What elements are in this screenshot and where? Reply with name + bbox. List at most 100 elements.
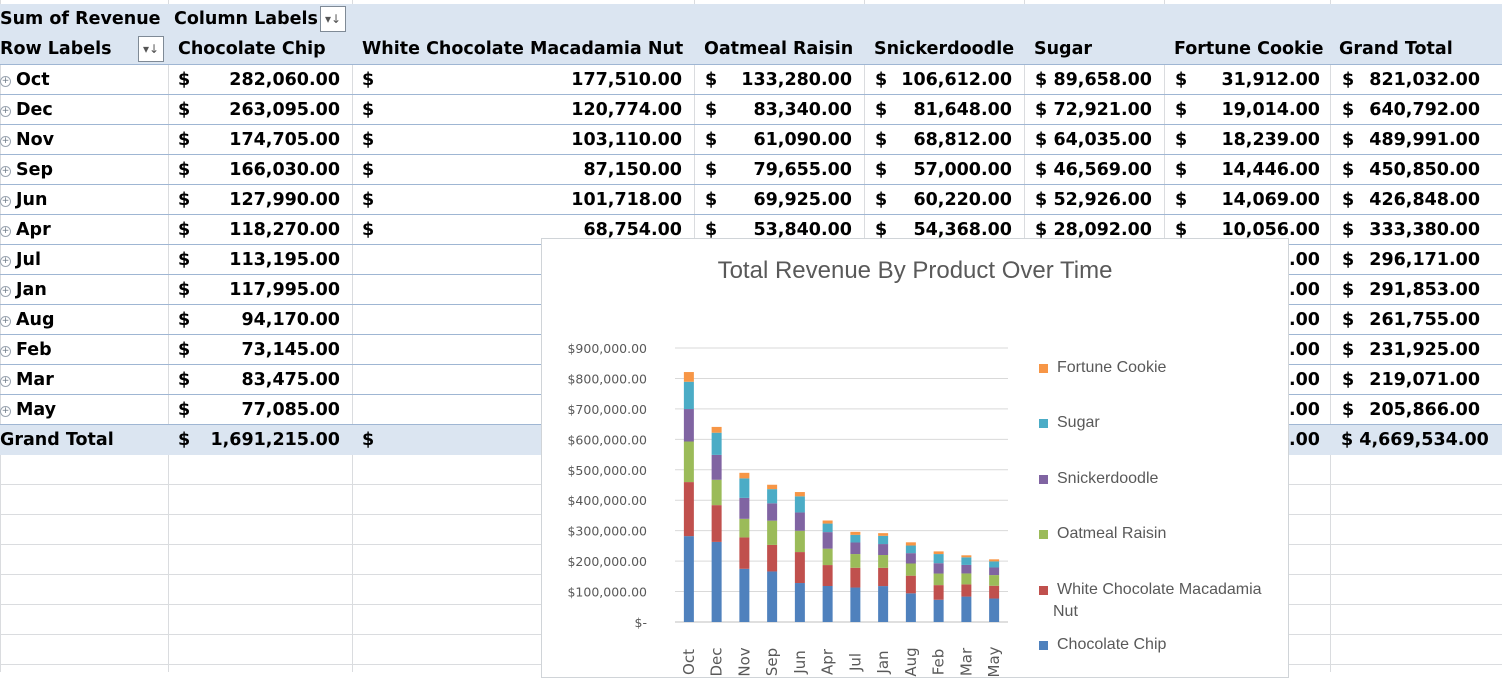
bar-segment[interactable]	[711, 426, 722, 433]
value-grand-total[interactable]: 426,848.00	[1369, 190, 1480, 210]
value-white-chocolate[interactable]: 87,150.00	[583, 160, 682, 180]
bar-segment[interactable]	[739, 478, 750, 498]
bar-segment[interactable]	[683, 536, 694, 622]
row-label[interactable]: + Aug	[0, 305, 55, 335]
bar-segment[interactable]	[961, 584, 972, 597]
bar-segment[interactable]	[822, 585, 833, 622]
col-header-chocolate-chip[interactable]: Chocolate Chip	[178, 39, 326, 59]
col-header-snickerdoodle[interactable]: Snickerdoodle	[874, 39, 1015, 59]
bar-segment[interactable]	[961, 555, 972, 558]
bar-segment[interactable]	[878, 586, 889, 622]
value-white-chocolate[interactable]: 103,110.00	[571, 130, 682, 150]
bar-segment[interactable]	[850, 567, 861, 588]
pivot-row[interactable]: + Jul $113,195.00 .00 $296,171.00	[0, 245, 1502, 275]
pivot-row[interactable]: + Nov $174,705.00 $103,110.00 $61,090.00 $68,…	[0, 125, 1502, 155]
value-oatmeal-raisin[interactable]: 53,840.00	[753, 220, 852, 240]
bar-segment[interactable]	[822, 520, 833, 524]
col-header-oatmeal-raisin[interactable]: Oatmeal Raisin	[704, 39, 854, 59]
grand-total-chocolate-chip[interactable]: 1,691,215.00	[210, 430, 340, 450]
value-chocolate-chip[interactable]: 127,990.00	[229, 190, 340, 210]
bar-segment[interactable]	[711, 505, 722, 542]
value-fortune-cookie[interactable]: 31,912.00	[1221, 70, 1320, 90]
value-fortune-cookie[interactable]: .00	[1288, 340, 1320, 360]
value-grand-total[interactable]: 219,071.00	[1369, 370, 1480, 390]
bar-segment[interactable]	[933, 599, 944, 622]
expand-icon[interactable]: +	[0, 286, 11, 297]
value-sugar[interactable]: 28,092.00	[1053, 220, 1152, 240]
expand-icon[interactable]: +	[0, 346, 11, 357]
bar-segment[interactable]	[961, 557, 972, 565]
col-header-grand-total[interactable]: Grand Total	[1339, 39, 1453, 59]
value-chocolate-chip[interactable]: 118,270.00	[229, 220, 340, 240]
row-label[interactable]: + Jan	[0, 275, 47, 305]
bar-segment[interactable]	[822, 548, 833, 566]
bar-segment[interactable]	[933, 563, 944, 574]
value-chocolate-chip[interactable]: 117,995.00	[229, 280, 340, 300]
bar-segment[interactable]	[739, 518, 750, 538]
pivot-row[interactable]: + Aug $94,170.00 .00 $261,755.00	[0, 305, 1502, 335]
bar-segment[interactable]	[794, 530, 805, 553]
bar-segment[interactable]	[850, 554, 861, 568]
pivot-row[interactable]: + Oct $282,060.00 $177,510.00 $133,280.00 $10…	[0, 65, 1502, 95]
value-fortune-cookie[interactable]: .00	[1288, 280, 1320, 300]
column-labels-header[interactable]: Column Labels	[174, 9, 318, 29]
value-white-chocolate[interactable]: 177,510.00	[571, 70, 682, 90]
value-grand-total[interactable]: 640,792.00	[1369, 100, 1480, 120]
value-chocolate-chip[interactable]: 73,145.00	[241, 340, 340, 360]
bar-segment[interactable]	[794, 512, 805, 531]
bar-segment[interactable]	[878, 567, 889, 587]
value-chocolate-chip[interactable]: 166,030.00	[229, 160, 340, 180]
value-field-label[interactable]: Sum of Revenue	[0, 9, 161, 29]
pivot-row[interactable]: + Mar $83,475.00 .00 $219,071.00	[0, 365, 1502, 395]
expand-icon[interactable]: +	[0, 316, 11, 327]
bar-segment[interactable]	[961, 573, 972, 585]
value-oatmeal-raisin[interactable]: 83,340.00	[753, 100, 852, 120]
pivot-row[interactable]: + Apr $118,270.00 $68,754.00 $53,840.00 $54,3…	[0, 215, 1502, 245]
bar-segment[interactable]	[961, 596, 972, 622]
grand-total-value[interactable]: $ 4,669,534.00	[1341, 430, 1489, 450]
bar-segment[interactable]	[878, 535, 889, 545]
bar-segment[interactable]	[933, 585, 944, 600]
value-fortune-cookie[interactable]: .00	[1288, 310, 1320, 330]
bar-segment[interactable]	[989, 561, 1000, 568]
expand-icon[interactable]: +	[0, 136, 11, 147]
bar-segment[interactable]	[767, 571, 778, 622]
value-white-chocolate[interactable]: 120,774.00	[571, 100, 682, 120]
bar-segment[interactable]	[850, 531, 861, 535]
col-header-sugar[interactable]: Sugar	[1034, 39, 1093, 59]
row-label[interactable]: + Sep	[0, 155, 53, 185]
pivot-row[interactable]: + May $77,085.00 .00 $205,866.00	[0, 395, 1502, 425]
bar-segment[interactable]	[961, 564, 972, 574]
pivot-row[interactable]: + Feb $73,145.00 .00 $231,925.00	[0, 335, 1502, 365]
bar-segment[interactable]	[989, 585, 1000, 599]
bar-segment[interactable]	[794, 583, 805, 622]
expand-icon[interactable]: +	[0, 376, 11, 387]
value-snickerdoodle[interactable]: 54,368.00	[913, 220, 1012, 240]
pivot-row[interactable]: + Dec $263,095.00 $120,774.00 $83,340.00 $81,…	[0, 95, 1502, 125]
bar-segment[interactable]	[850, 542, 861, 555]
bar-segment[interactable]	[905, 553, 916, 564]
bar-segment[interactable]	[989, 575, 1000, 586]
bar-segment[interactable]	[989, 598, 1000, 622]
bar-segment[interactable]	[683, 409, 694, 442]
value-grand-total[interactable]: 489,991.00	[1369, 130, 1480, 150]
bar-segment[interactable]	[905, 593, 916, 622]
pivot-row[interactable]: + Jun $127,990.00 $101,718.00 $69,925.00 $60,…	[0, 185, 1502, 215]
bar-segment[interactable]	[767, 503, 778, 521]
bar-segment[interactable]	[683, 381, 694, 410]
expand-icon[interactable]: +	[0, 406, 11, 417]
expand-icon[interactable]: +	[0, 166, 11, 177]
value-sugar[interactable]: 52,926.00	[1053, 190, 1152, 210]
value-chocolate-chip[interactable]: 77,085.00	[241, 400, 340, 420]
bar-segment[interactable]	[989, 559, 1000, 562]
value-fortune-cookie[interactable]: 14,446.00	[1221, 160, 1320, 180]
value-chocolate-chip[interactable]: 282,060.00	[229, 70, 340, 90]
value-grand-total[interactable]: 296,171.00	[1369, 250, 1480, 270]
col-header-white-chocolate[interactable]: White Chocolate Macadamia Nut	[362, 39, 684, 59]
value-fortune-cookie[interactable]: 18,239.00	[1221, 130, 1320, 150]
bar-segment[interactable]	[905, 542, 916, 546]
value-oatmeal-raisin[interactable]: 69,925.00	[753, 190, 852, 210]
expand-icon[interactable]: +	[0, 76, 11, 87]
row-label[interactable]: + Apr	[0, 215, 51, 245]
pivot-row[interactable]: + Sep $166,030.00 $87,150.00 $79,655.00 $57,0…	[0, 155, 1502, 185]
